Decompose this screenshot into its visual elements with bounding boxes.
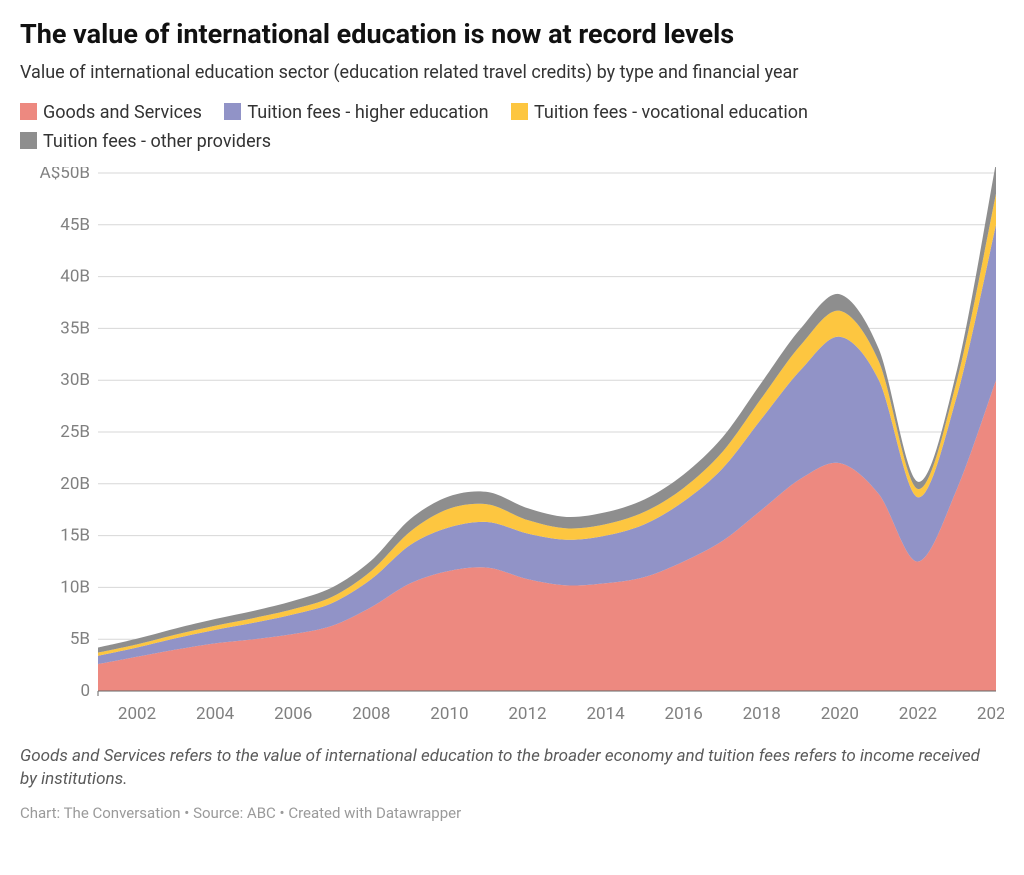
x-axis-label: 2012 [508,704,546,724]
y-axis-label: 35B [60,318,90,338]
legend-item: Tuition fees - higher education [224,102,488,123]
legend: Goods and Services Tuition fees - higher… [20,99,980,157]
legend-swatch [511,103,528,120]
y-axis-label: 45B [60,214,90,234]
y-axis-label: 15B [60,525,90,545]
legend-swatch [224,103,241,120]
legend-label: Tuition fees - other providers [43,131,271,152]
x-axis-label: 2024 [977,704,1004,724]
x-axis-label: 2010 [430,704,468,724]
legend-swatch [20,103,37,120]
x-axis-label: 2020 [821,704,859,724]
y-axis-label: 20B [60,473,90,493]
legend-item: Tuition fees - vocational education [511,102,808,123]
y-axis-label: 10B [60,577,90,597]
legend-label: Tuition fees - higher education [247,102,488,123]
chart-subtitle: Value of international education sector … [20,60,980,85]
y-axis-label: 25B [60,422,90,442]
chart-container: 0 5B 10B 15B 20B 25B 30B 35B 40B 45B A$50B 2002 2004… [20,167,1004,727]
y-axis-label: 0 [80,681,90,701]
legend-swatch [20,132,37,149]
x-axis-label: 2002 [118,704,156,724]
x-axis-label: 2016 [665,704,703,724]
y-axis-label: 40B [60,266,90,286]
chart-title: The value of international education is … [20,18,1004,52]
x-axis-label: 2008 [352,704,390,724]
y-axis-label: 5B [70,629,90,649]
legend-label: Goods and Services [43,102,202,123]
x-axis-label: 2004 [196,704,235,724]
x-axis-label: 2014 [586,704,625,724]
chart-credits: Chart: The Conversation • Source: ABC • … [20,804,1004,822]
x-axis-label: 2018 [743,704,781,724]
legend-item: Tuition fees - other providers [20,131,271,152]
chart-footnote: Goods and Services refers to the value o… [20,745,980,793]
x-axis-label: 2006 [274,704,312,724]
y-axis-label: A$50B [40,167,90,183]
y-axis-label: 30B [60,370,90,390]
legend-label: Tuition fees - vocational education [534,102,808,123]
x-axis-label: 2022 [899,704,937,724]
legend-item: Goods and Services [20,102,202,123]
area-chart: 0 5B 10B 15B 20B 25B 30B 35B 40B 45B A$50B 2002 2004… [20,167,1004,727]
